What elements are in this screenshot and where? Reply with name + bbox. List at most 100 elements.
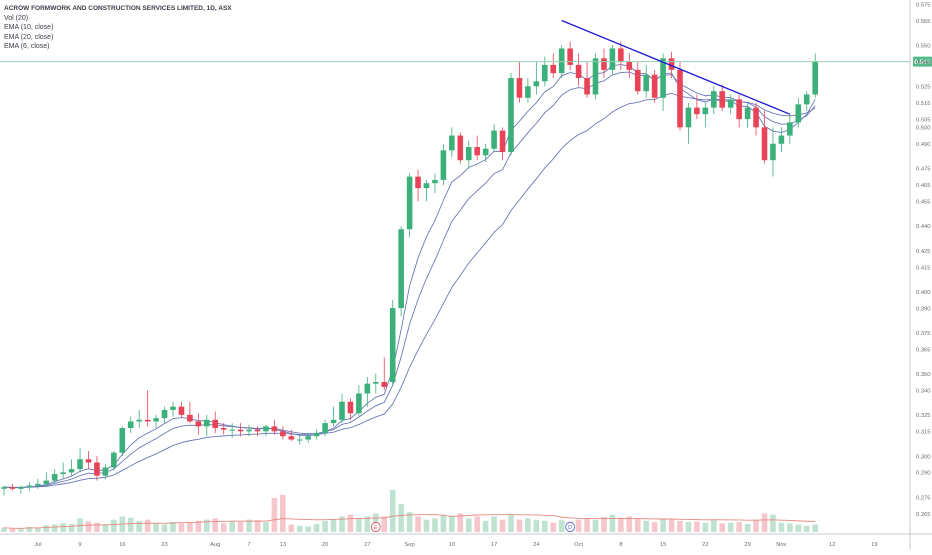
candle-body (373, 382, 379, 384)
y-tick-label: 0.290 (916, 471, 931, 477)
y-tick-label: 0.525 (916, 85, 931, 91)
volume-bar (305, 526, 311, 532)
volume-bar (482, 520, 489, 532)
x-tick-label: 27 (364, 542, 370, 548)
volume-bar (626, 516, 633, 532)
y-tick-label: 0.275 (916, 495, 931, 501)
x-tick-label: Sep (404, 542, 414, 548)
volume-bar (592, 519, 599, 532)
candle (727, 94, 734, 115)
candle-body (584, 78, 590, 95)
legend-ema20: EMA (20, close) (4, 33, 54, 41)
candle (812, 53, 818, 98)
volume-bar (229, 520, 235, 532)
volume-bar (643, 520, 649, 532)
y-tick-label: 0.265 (916, 512, 931, 518)
candle (68, 459, 75, 476)
candle-body (18, 487, 24, 489)
candle (525, 78, 531, 103)
x-tick-label: 15 (660, 542, 666, 548)
candle (609, 45, 616, 75)
candle-body (719, 91, 726, 108)
volume-bar (347, 514, 354, 532)
candle-body (187, 414, 193, 422)
candle (744, 102, 751, 128)
legend-vol: Vol (20) (4, 14, 29, 22)
candle (288, 429, 295, 442)
volume-bar (415, 516, 421, 532)
candle-body (322, 423, 328, 433)
candle-body (85, 459, 92, 463)
y-tick-label: 0.315 (916, 430, 931, 436)
volume-bar (111, 519, 117, 532)
candle (550, 53, 557, 79)
volume-bar (26, 527, 33, 532)
y-tick-label: 0.300 (916, 454, 931, 460)
y-tick-label: 0.340 (916, 389, 931, 395)
candle-body (237, 429, 244, 432)
candle-body (68, 469, 75, 473)
candle-body (364, 383, 371, 394)
candle (770, 127, 776, 177)
candle (296, 434, 303, 445)
y-tick-label: 0.375 (916, 331, 931, 337)
candle-body (423, 183, 430, 189)
candle-body (753, 107, 759, 128)
volume-bar (322, 520, 328, 532)
last-price-label: 0.540 (914, 59, 931, 66)
candle (51, 469, 58, 484)
candle-body (35, 483, 41, 486)
candle-body (803, 94, 810, 105)
candle (651, 69, 658, 103)
volume-bar (356, 518, 362, 532)
candle-body (271, 426, 278, 432)
volume-bar (364, 516, 371, 532)
volume-bar (457, 513, 464, 532)
y-tick-label: 0.465 (916, 183, 931, 189)
y-tick-label: 0.505 (916, 117, 931, 123)
candle (187, 401, 193, 424)
volume-bar (423, 519, 430, 532)
volume-bar (601, 517, 607, 532)
x-tick-label: 24 (533, 542, 540, 548)
candle (102, 464, 109, 479)
volume-bar (60, 523, 66, 532)
candle-body (280, 431, 286, 437)
candle (364, 377, 371, 407)
candle (170, 401, 176, 417)
volume-bar (406, 512, 413, 532)
candle (601, 48, 607, 79)
volume-bar (212, 518, 219, 532)
volume-bar (313, 523, 320, 532)
volume-bar (18, 528, 24, 532)
candle (694, 94, 700, 120)
x-tick-label: 23 (161, 542, 167, 548)
candle (457, 132, 464, 164)
volume-bar (787, 523, 793, 532)
candle-body (229, 429, 235, 431)
candle (778, 127, 785, 152)
candle (415, 170, 421, 202)
candle-body (440, 150, 447, 180)
x-tick-label: 12 (829, 542, 835, 548)
volume-bar (161, 524, 168, 532)
candle-body (618, 48, 624, 62)
candle-body (744, 107, 751, 120)
volume-bar (432, 518, 438, 532)
candle-body (727, 99, 734, 108)
candle (263, 424, 269, 437)
candle (254, 426, 261, 437)
volume-bar (508, 514, 514, 532)
volume-bar (516, 519, 523, 532)
event-marker-circle (565, 522, 576, 532)
candle-body (550, 64, 557, 74)
trendline (561, 19, 791, 115)
candle-body (296, 439, 303, 441)
candle (702, 102, 709, 128)
candle (94, 455, 100, 481)
candle (660, 53, 666, 111)
volume-bar (770, 514, 776, 532)
volume-bar (280, 494, 286, 532)
